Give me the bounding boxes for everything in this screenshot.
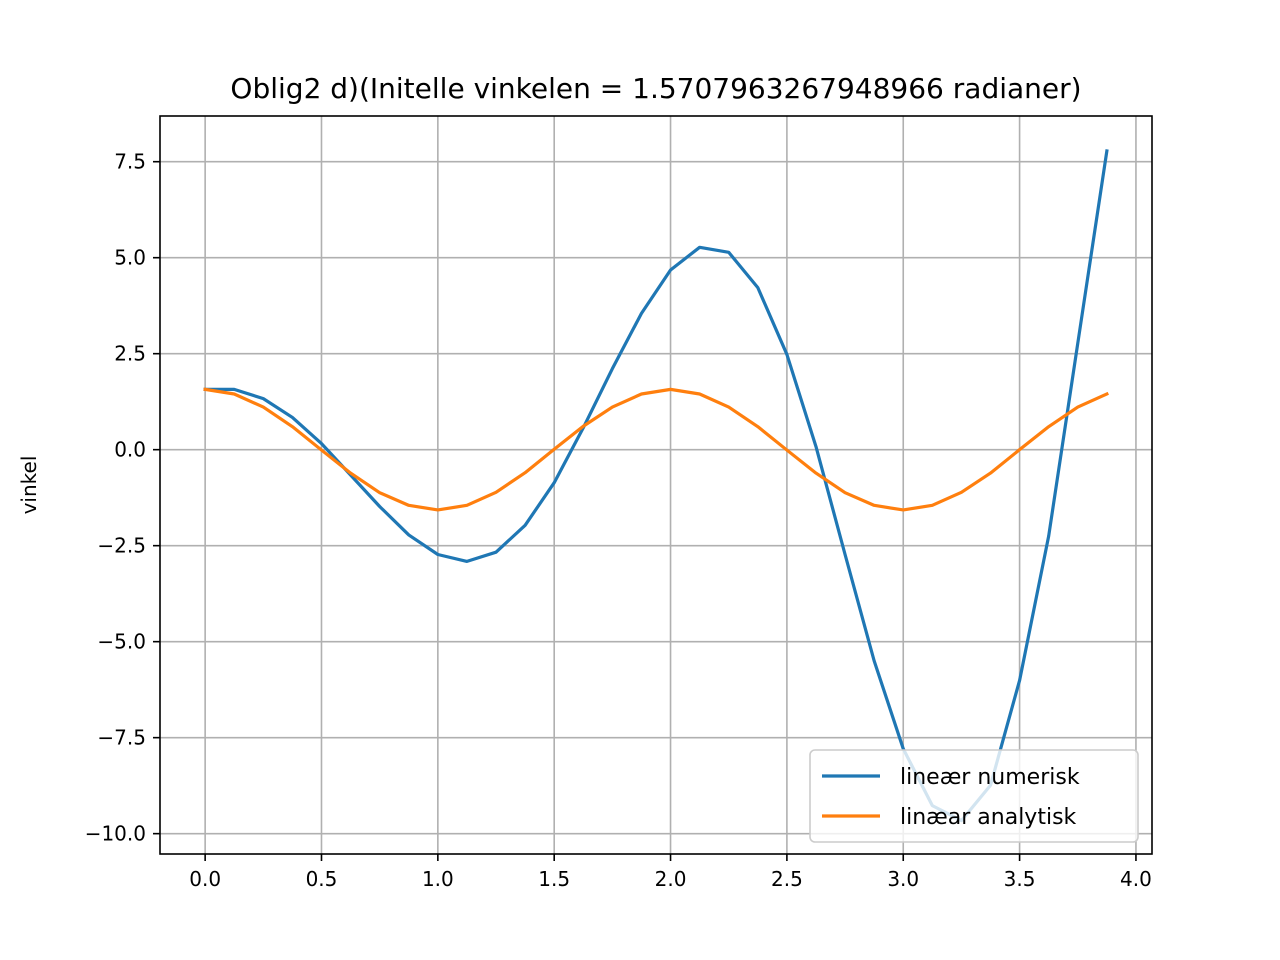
x-tick-label: 1.0 xyxy=(422,867,454,891)
x-tick-label: 3.0 xyxy=(887,867,919,891)
chart-title: Oblig2 d)(Initelle vinkelen = 1.57079632… xyxy=(230,72,1081,105)
legend-box xyxy=(809,749,1139,843)
y-tick-label: −5.0 xyxy=(97,630,146,654)
legend-label-1: linæar analytisk xyxy=(900,805,1077,830)
x-tick-label: 0.0 xyxy=(189,867,221,891)
plot-frame xyxy=(159,115,1153,855)
legend: lineær numerisk linæar analytisk xyxy=(809,749,1139,843)
legend-label-0: lineær numerisk xyxy=(900,765,1080,790)
x-tick-label: 0.5 xyxy=(306,867,338,891)
y-tick-label: −7.5 xyxy=(97,726,146,750)
y-tick-label: −10.0 xyxy=(85,822,146,846)
axis-ticks: 0.0 0.5 1.0 1.5 2.0 2.5 3.0 3.5 4.0 7.5 5.0 2.5 0.0 −… xyxy=(85,150,1152,891)
y-tick-label: 5.0 xyxy=(114,246,146,270)
y-tick-label: −2.5 xyxy=(97,534,146,558)
grid xyxy=(160,116,1152,854)
series-line-1 xyxy=(203,387,1109,512)
y-tick-label: 2.5 xyxy=(114,342,146,366)
y-tick-label: 7.5 xyxy=(114,150,146,174)
x-tick-label: 2.5 xyxy=(771,867,803,891)
y-tick-label: 0.0 xyxy=(114,438,146,462)
x-tick-label: 4.0 xyxy=(1120,867,1152,891)
y-axis-label: vinkel xyxy=(17,456,41,515)
x-tick-label: 2.0 xyxy=(655,867,687,891)
x-tick-label: 3.5 xyxy=(1004,867,1036,891)
x-tick-label: 1.5 xyxy=(538,867,570,891)
